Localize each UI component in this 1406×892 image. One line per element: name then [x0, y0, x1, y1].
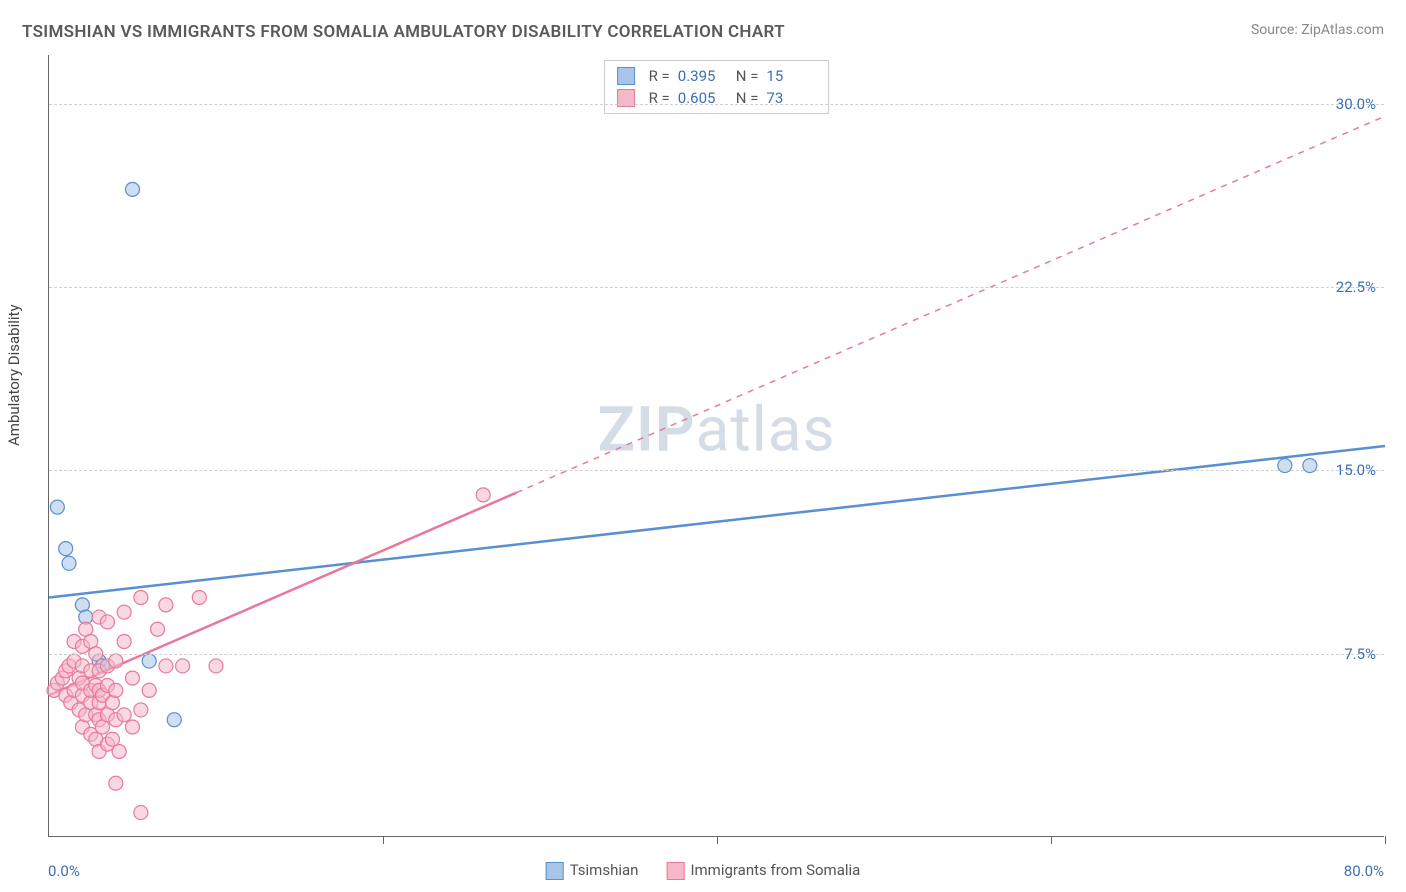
- correlation-legend-row: R = 0.395 N = 15: [617, 65, 817, 87]
- legend-swatch: [546, 862, 564, 880]
- data-point: [112, 744, 126, 758]
- y-tick-label: 7.5%: [1344, 645, 1376, 663]
- legend-swatch: [617, 67, 635, 85]
- gridline: [49, 104, 1384, 105]
- y-tick-label: 15.0%: [1336, 461, 1376, 479]
- series-legend-label: Immigrants from Somalia: [690, 861, 860, 879]
- plot-area: ZIPatlas R =0.395N =15R =0.605N =73 7.5%…: [48, 55, 1384, 837]
- correlation-legend-row: R =0.605N =73: [617, 87, 817, 109]
- data-point: [151, 622, 165, 636]
- data-point: [134, 591, 148, 605]
- chart-title: TSIMSHIAN VS IMMIGRANTS FROM SOMALIA AMB…: [22, 22, 785, 42]
- legend-r-label: R =: [649, 67, 670, 85]
- trend-line-solid: [49, 446, 1385, 598]
- data-point: [167, 713, 181, 727]
- data-point: [476, 488, 490, 502]
- data-point: [134, 806, 148, 820]
- y-tick-label: 22.5%: [1336, 278, 1376, 296]
- legend-n-value: 15: [766, 67, 816, 85]
- x-axis-max-label: 80.0%: [1344, 862, 1384, 880]
- y-axis-label: Ambulatory Disability: [5, 304, 23, 446]
- data-point: [192, 591, 206, 605]
- legend-swatch: [666, 862, 684, 880]
- data-point: [126, 182, 140, 196]
- series-legend: Tsimshian Immigrants from Somalia: [546, 861, 861, 880]
- data-point: [142, 654, 156, 668]
- gridline: [49, 470, 1384, 471]
- data-point: [117, 708, 131, 722]
- data-point: [126, 720, 140, 734]
- data-point: [134, 703, 148, 717]
- y-tick-label: 30.0%: [1336, 95, 1376, 113]
- legend-n-label: N =: [736, 67, 759, 85]
- data-point: [109, 776, 123, 790]
- gridline: [49, 287, 1384, 288]
- series-legend-label: Tsimshian: [570, 861, 639, 879]
- data-point: [109, 683, 123, 697]
- data-point: [59, 542, 73, 556]
- data-point: [100, 615, 114, 629]
- data-point: [176, 659, 190, 673]
- gridline: [49, 654, 1384, 655]
- data-point: [109, 654, 123, 668]
- data-point: [50, 500, 64, 514]
- x-tick: [1051, 836, 1052, 844]
- chart-svg: [49, 55, 1384, 836]
- legend-r-value: 0.395: [678, 67, 728, 85]
- data-point: [209, 659, 223, 673]
- source-label: Source: ZipAtlas.com: [1251, 22, 1384, 38]
- chart-container: TSIMSHIAN VS IMMIGRANTS FROM SOMALIA AMB…: [0, 0, 1406, 892]
- data-point: [126, 671, 140, 685]
- data-point: [62, 556, 76, 570]
- data-point: [117, 605, 131, 619]
- series-legend-item: Tsimshian: [546, 861, 639, 880]
- x-axis-min-label: 0.0%: [48, 862, 80, 880]
- x-tick: [383, 836, 384, 844]
- trend-line-dashed: [517, 116, 1385, 492]
- data-point: [142, 683, 156, 697]
- data-point: [159, 659, 173, 673]
- x-tick: [717, 836, 718, 844]
- correlation-legend: R = 0.395 N = 15 R =0.605N =73: [604, 60, 830, 114]
- series-legend-item: Immigrants from Somalia: [666, 861, 860, 880]
- data-point: [117, 635, 131, 649]
- x-tick: [1385, 836, 1386, 844]
- data-point: [159, 598, 173, 612]
